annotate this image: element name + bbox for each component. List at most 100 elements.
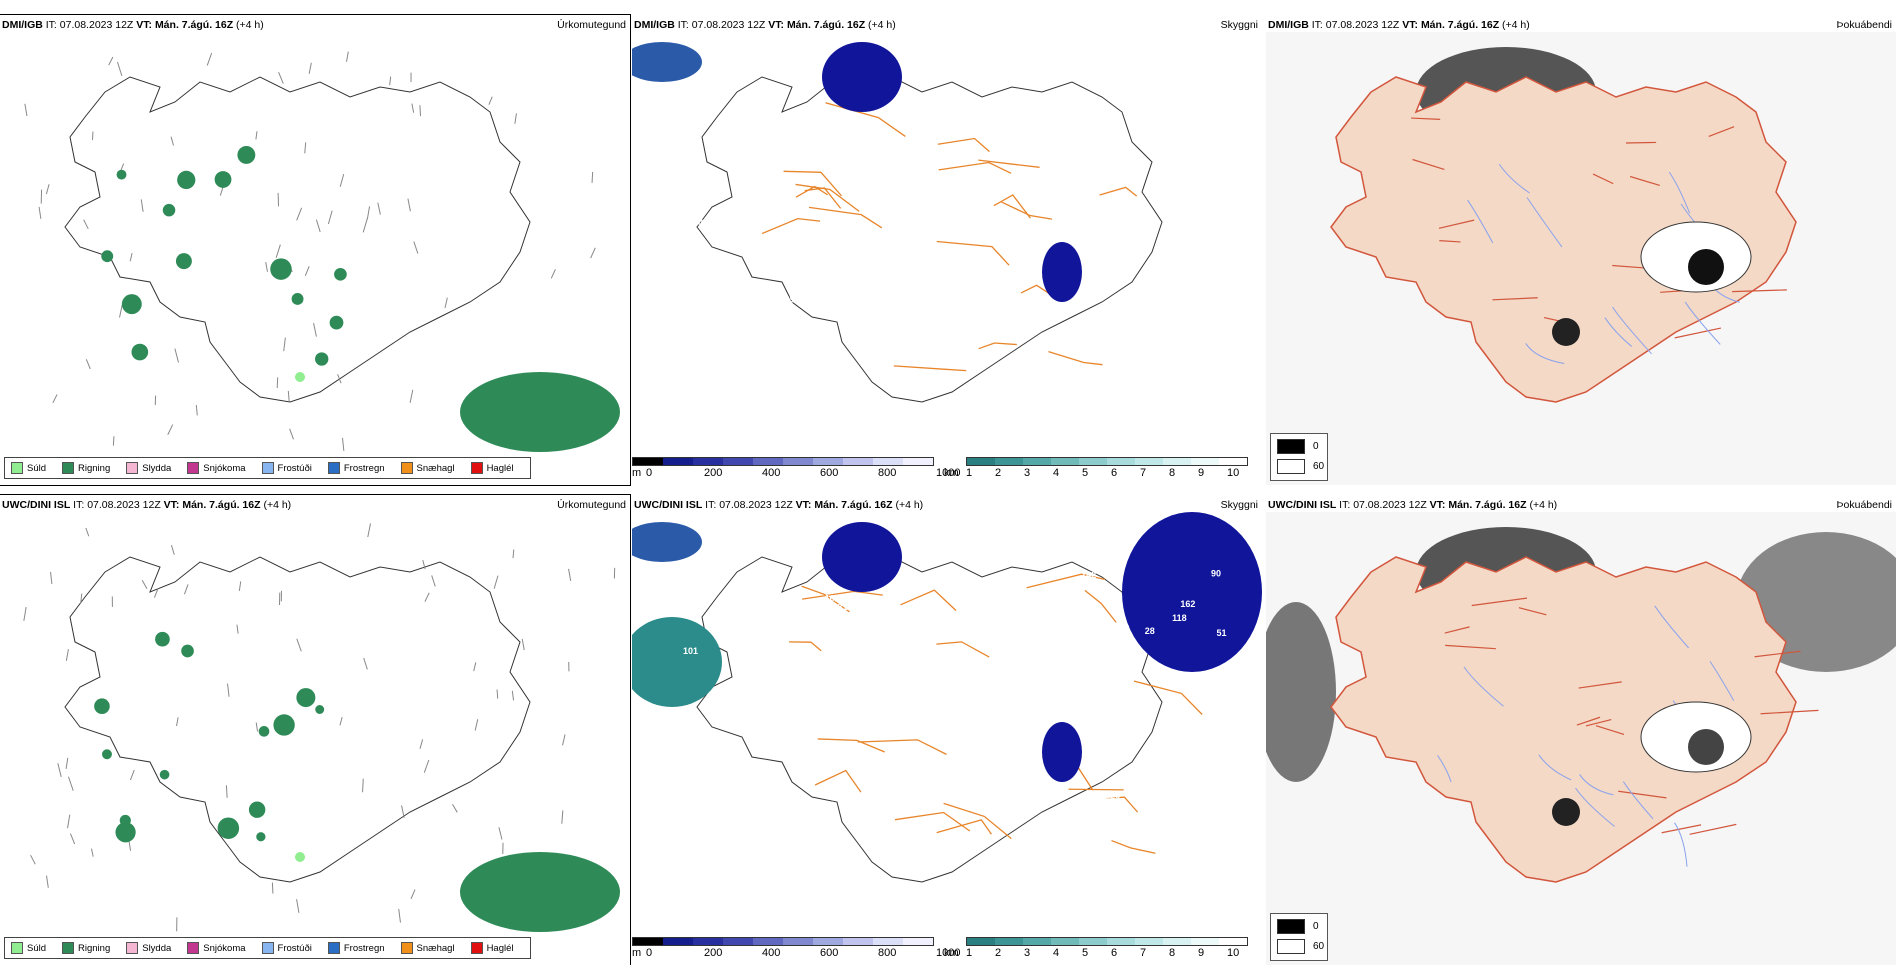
panel-fog-dmi: DMI/IGB IT: 07.08.2023 12Z VT: Mán. 7.ág…	[1266, 15, 1896, 485]
colorbar-tick: 0	[646, 467, 652, 479]
fog-map	[1266, 512, 1896, 965]
legend-item: Frostregn	[328, 942, 385, 954]
wind-barb	[31, 855, 36, 864]
init-time: 07.08.2023 12Z	[87, 499, 161, 511]
ceiling-label: 122	[877, 808, 892, 818]
colorbar-tick: 10	[1227, 467, 1239, 479]
colorbar-tick: 400	[762, 467, 780, 479]
vt-label: VT:	[136, 19, 152, 31]
wind-barb	[130, 770, 134, 780]
ceiling-label: 90	[1211, 569, 1221, 579]
legend-swatch	[187, 462, 199, 474]
fog-legend-swatch	[1277, 439, 1305, 454]
ceiling-label: 145	[1195, 786, 1210, 796]
rain-cell	[334, 268, 347, 281]
legend-swatch	[126, 942, 138, 954]
ceiling-label: 142	[1081, 570, 1096, 580]
legend-swatch	[126, 462, 138, 474]
legend-swatch	[328, 942, 340, 954]
road	[1048, 352, 1102, 365]
legend-label: Rigning	[78, 463, 110, 474]
ceiling-label: 52	[895, 148, 905, 158]
ceiling-label: 52	[730, 204, 740, 214]
rain-cell	[155, 632, 170, 647]
ceiling-label: 28	[1145, 626, 1155, 636]
colorbar-tick: 9	[1198, 467, 1204, 479]
wind-barb	[297, 899, 299, 913]
legend-swatch	[187, 942, 199, 954]
rain-cell	[218, 817, 240, 839]
wind-barb	[489, 97, 492, 105]
wind-barb	[272, 882, 273, 893]
legend-swatch	[328, 462, 340, 474]
wind-barb	[494, 576, 498, 589]
field-name: Úrkomutegund	[557, 19, 626, 31]
rain-cell	[102, 749, 112, 759]
wind-barb	[70, 834, 74, 844]
colorbar-tick: 200	[704, 467, 722, 479]
colorbar-tick: 1	[966, 467, 972, 479]
rain-cell	[122, 294, 142, 314]
rain-cell	[181, 645, 194, 658]
valid-time: Mán. 7.ágú. 16Z	[787, 19, 865, 31]
wind-barb	[207, 53, 211, 65]
colorbar-tick: 8	[1169, 467, 1175, 479]
rain-cell	[176, 253, 192, 269]
legend-item: Snæhagl	[401, 942, 455, 954]
model-name: DMI/IGB	[634, 19, 675, 31]
colorbar-tick: 400	[762, 947, 780, 959]
low-ceiling-area	[1042, 722, 1082, 782]
rain-cell	[256, 832, 265, 841]
legend-item: Haglél	[471, 942, 514, 954]
ceiling-label: 118	[1172, 613, 1187, 623]
ceiling-label: 82	[1213, 318, 1223, 328]
wind-barb	[390, 77, 391, 86]
valid-time: Mán. 7.ágú. 16Z	[1421, 19, 1499, 31]
wind-barb	[368, 523, 371, 537]
lead-time: (+4 h)	[263, 499, 291, 511]
ceiling-label: 70	[753, 707, 763, 717]
ceiling-label: 60	[1109, 283, 1119, 293]
colorbar-tick: 9	[1198, 947, 1204, 959]
legend-swatch	[401, 942, 413, 954]
fog-patch	[1552, 798, 1580, 826]
fog-legend-label: 0	[1313, 921, 1319, 932]
init-time: 07.08.2023 12Z	[60, 19, 134, 31]
valid-time: Mán. 7.ágú. 16Z	[814, 499, 892, 511]
low-ceiling-area	[822, 42, 902, 112]
ceiling-label: 99	[1002, 556, 1012, 566]
wind-barb	[46, 184, 49, 194]
rain-cell	[249, 801, 265, 817]
ceiling-label: 17	[1101, 82, 1111, 92]
it-label: IT:	[1339, 499, 1350, 511]
model-name: DMI/IGB	[1268, 19, 1309, 31]
wind-barb	[363, 779, 364, 793]
legend-item: Haglél	[471, 462, 514, 474]
model-name: UWC/DINI ISL	[2, 499, 70, 511]
wind-barb	[53, 394, 57, 402]
colorbar-tick: 200	[704, 947, 722, 959]
ceiling-label: 101	[683, 646, 698, 656]
lead-time: (+4 h)	[868, 19, 896, 31]
panel-precip-uwc: UWC/DINI ISL IT: 07.08.2023 12Z VT: Mán.…	[0, 495, 630, 965]
ceiling-label: 49	[930, 340, 940, 350]
panel-precip-dmi: DMI/IGB IT: 07.08.2023 12Z VT: Mán. 7.ág…	[0, 15, 630, 485]
fog-legend-label: 60	[1313, 461, 1324, 472]
colorbar-tick: 8	[1169, 947, 1175, 959]
ceiling-label: 84	[1125, 719, 1135, 729]
vt-label: VT:	[1430, 499, 1446, 511]
wind-barb	[592, 172, 593, 183]
ceiling-label: 105	[676, 758, 691, 768]
colorbar-tick: 5	[1082, 467, 1088, 479]
field-name: Þokuábendi	[1837, 19, 1892, 31]
rain-cell	[315, 705, 324, 714]
ceiling-label: 134	[688, 218, 703, 228]
rain-cell	[273, 714, 294, 735]
legend-label: Snæhagl	[417, 943, 455, 954]
field-name: Þokuábendi	[1837, 499, 1892, 511]
colorbar-tick: 6	[1111, 467, 1117, 479]
colorbar-tick: 3	[1024, 467, 1030, 479]
vt-label: VT:	[1402, 19, 1418, 31]
wind-barb	[91, 849, 93, 857]
